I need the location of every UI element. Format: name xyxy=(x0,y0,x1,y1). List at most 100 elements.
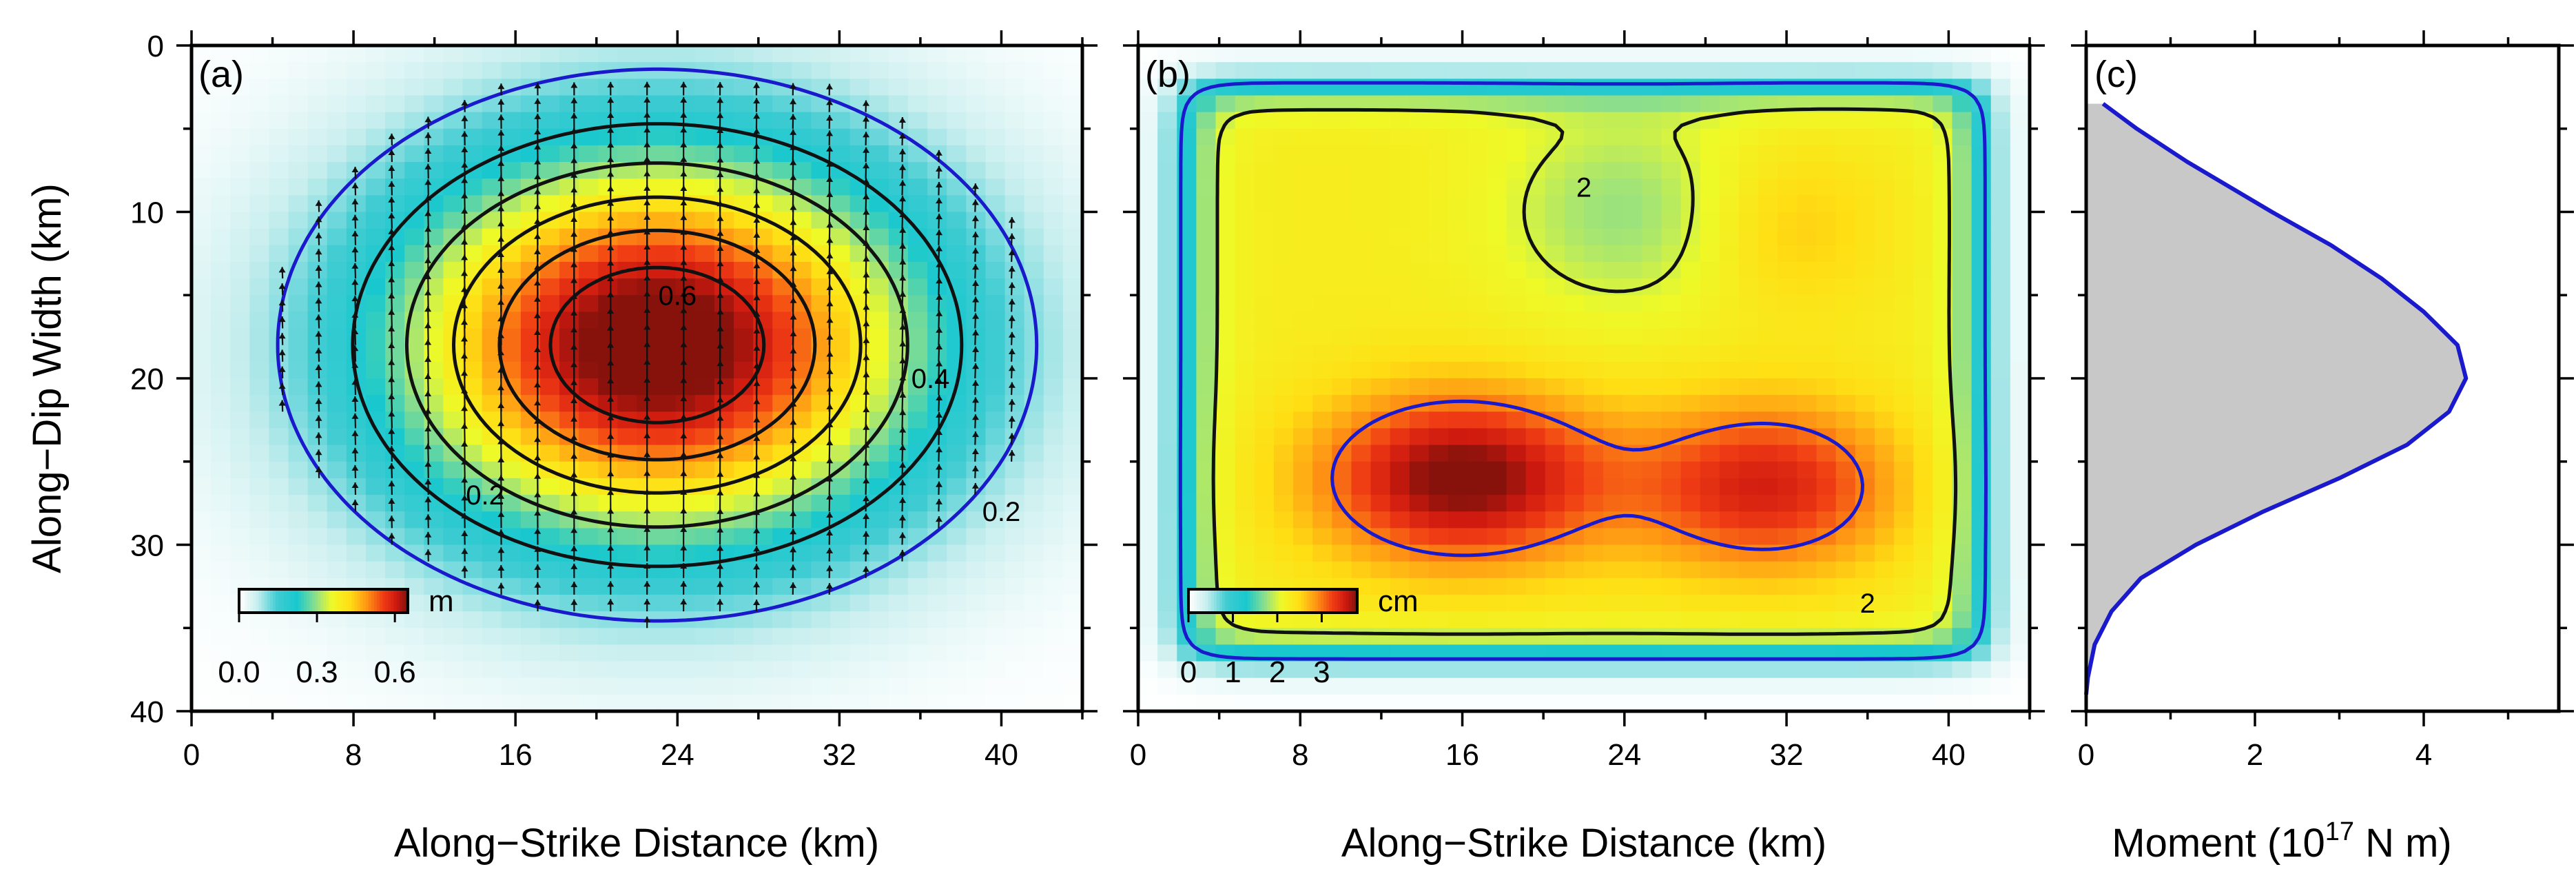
heat-cell xyxy=(1332,128,1352,146)
heat-cell xyxy=(1332,378,1352,396)
slip-vector-head xyxy=(680,141,688,147)
slip-vector-head xyxy=(899,409,907,416)
heat-cell xyxy=(1312,311,1332,329)
slip-vector-head xyxy=(1008,365,1016,371)
heat-cell xyxy=(1622,544,1642,562)
heat-cell xyxy=(927,544,947,562)
heat-cell xyxy=(365,278,386,296)
heat-cell xyxy=(192,495,212,512)
heat-cell xyxy=(501,661,522,679)
heat-cell xyxy=(985,145,1006,163)
heat-cell xyxy=(830,661,851,679)
heat-cell xyxy=(346,79,367,96)
slip-vector-head xyxy=(497,190,505,196)
heat-cell xyxy=(1661,45,1682,63)
heat-cell xyxy=(1024,178,1044,196)
heat-cell xyxy=(1254,195,1275,213)
slip-vector-head xyxy=(936,360,943,367)
heat-cell xyxy=(1971,261,1992,279)
slip-vector-head xyxy=(936,261,943,267)
heat-cell xyxy=(1739,611,1759,629)
heat-cell xyxy=(1545,79,1565,96)
heat-cell xyxy=(1390,694,1410,711)
heat-cell xyxy=(1797,594,1817,612)
heat-cell xyxy=(1312,561,1332,579)
slip-vector-head xyxy=(680,526,688,532)
slip-vector-head xyxy=(424,274,432,280)
heat-cell xyxy=(192,328,212,346)
slip-vector-head xyxy=(717,201,724,207)
heat-cell xyxy=(1739,195,1759,213)
heat-cell xyxy=(404,428,424,446)
heat-cell xyxy=(1043,128,1064,146)
heat-cell xyxy=(1487,528,1507,546)
slip-vector-head xyxy=(790,331,797,336)
heat-cell xyxy=(734,561,754,579)
heat-cell xyxy=(1043,578,1064,595)
slip-vector-head xyxy=(607,508,615,514)
heat-cell xyxy=(1428,112,1449,130)
heat-cell xyxy=(966,79,987,96)
heat-cell xyxy=(1642,145,1662,163)
heat-cell xyxy=(269,544,289,562)
slip-vector-head xyxy=(315,398,322,405)
heat-cell xyxy=(1312,128,1332,146)
heat-cell xyxy=(1719,461,1740,479)
heat-cell xyxy=(1409,145,1430,163)
heat-cell xyxy=(1564,261,1585,279)
heat-cell xyxy=(1196,395,1217,412)
heat-cell xyxy=(985,495,1006,512)
heat-cell xyxy=(1680,461,1701,479)
colorbar-unit: m xyxy=(429,584,454,618)
heat-cell xyxy=(598,428,618,446)
heat-cell xyxy=(947,594,967,612)
heat-cell xyxy=(1177,694,1197,711)
heat-cell xyxy=(1758,311,1778,329)
heat-cell xyxy=(675,677,696,695)
heat-cell xyxy=(462,694,483,711)
slip-vector-head xyxy=(863,147,870,153)
heat-cell xyxy=(1622,411,1642,429)
heat-cell xyxy=(1622,328,1642,346)
heat-cell xyxy=(1797,311,1817,329)
heat-cell xyxy=(1370,561,1391,579)
heat-cell xyxy=(1043,677,1064,695)
slip-vector-head xyxy=(570,127,578,134)
heat-cell xyxy=(1894,611,1914,629)
heat-cell xyxy=(539,677,560,695)
heat-cell xyxy=(1177,45,1197,63)
heat-cell xyxy=(1778,428,1798,446)
heat-cell xyxy=(307,145,328,163)
heat-cell xyxy=(1564,79,1585,96)
heat-cell xyxy=(1312,245,1332,263)
heat-cell xyxy=(2010,478,2030,495)
heat-cell xyxy=(656,178,677,196)
heat-cell xyxy=(269,644,289,662)
heat-cell xyxy=(1467,45,1487,63)
x-tick-label: 0 xyxy=(183,738,200,772)
slip-heatmap xyxy=(192,45,1082,711)
heat-cell xyxy=(1157,261,1177,279)
heat-cell xyxy=(1816,361,1837,379)
heat-cell xyxy=(734,261,754,279)
heat-cell xyxy=(1448,528,1468,546)
heat-cell xyxy=(249,162,270,179)
heat-cell xyxy=(1564,677,1585,695)
slip-vector-head xyxy=(461,336,468,342)
heat-cell xyxy=(1448,361,1468,379)
heat-cell xyxy=(1062,444,1082,462)
heat-cell xyxy=(404,245,424,263)
heat-cell xyxy=(462,528,483,546)
heat-cell xyxy=(1062,561,1082,579)
slip-vector-head xyxy=(607,171,615,177)
slip-vector-head xyxy=(935,516,942,522)
heat-cell xyxy=(327,411,347,429)
heat-cell xyxy=(598,178,618,196)
slip-vector-head xyxy=(643,581,651,587)
heat-cell xyxy=(1293,112,1313,130)
slip-vector-head xyxy=(461,319,468,325)
heat-cell xyxy=(2010,677,2030,695)
colorbar-swatch xyxy=(247,589,251,613)
slip-vector-head xyxy=(826,351,834,357)
heat-cell xyxy=(1739,311,1759,329)
